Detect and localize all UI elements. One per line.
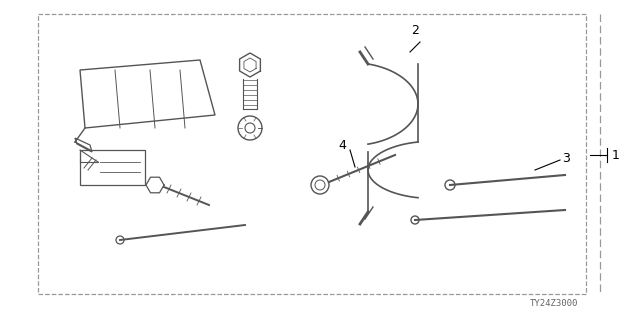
Bar — [80, 150, 145, 185]
Text: TY24Z3000: TY24Z3000 — [530, 299, 579, 308]
Text: 4: 4 — [338, 139, 346, 151]
Text: 1: 1 — [612, 148, 620, 162]
Bar — [38, 14, 586, 294]
Text: 3: 3 — [562, 151, 570, 164]
Text: 2: 2 — [411, 24, 419, 37]
